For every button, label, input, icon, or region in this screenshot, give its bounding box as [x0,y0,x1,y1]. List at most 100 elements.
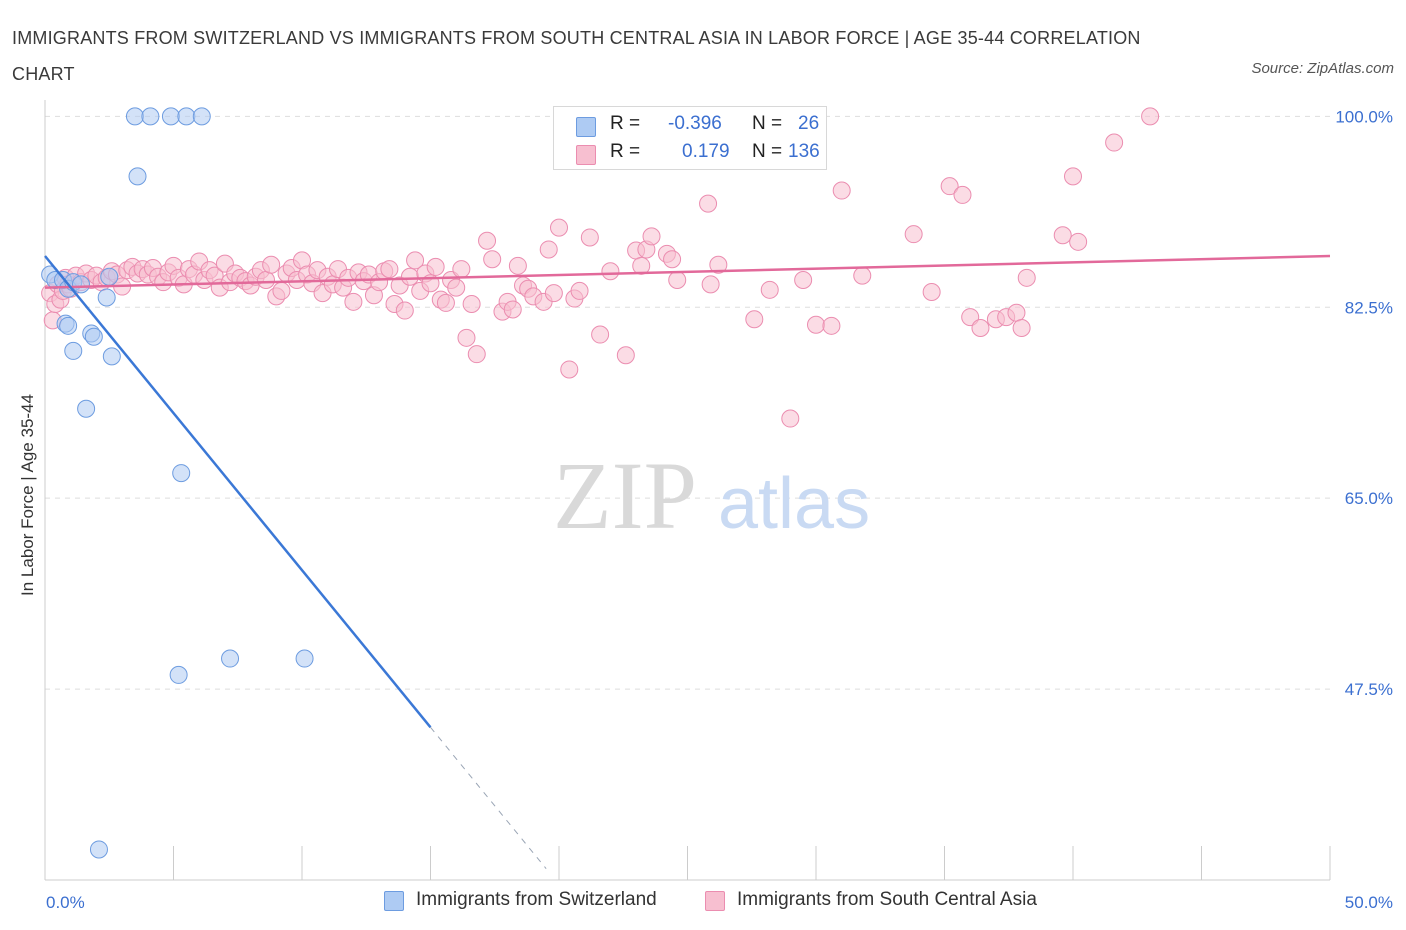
legend-label: Immigrants from Switzerland [416,889,657,910]
south-central-asia-point [457,328,476,347]
south-central-asia-point [400,267,419,286]
south-central-asia-point [642,227,661,246]
south-central-asia-point [807,315,825,334]
y-tick-label: 65.0% [1345,489,1393,508]
watermark-zip: ZIP [553,442,697,549]
switzerland-point [169,665,188,684]
south-central-asia-point [503,300,522,319]
south-central-asia-point [426,257,445,276]
south-central-asia-point [570,281,589,300]
grid-lines [45,115,1330,690]
south-central-asia-point [709,255,728,274]
south-central-asia-point [344,292,363,311]
switzerland-point [97,288,116,307]
n-label: N = [752,113,783,134]
south-central-asia-point [853,266,872,285]
source-credit: Source: ZipAtlas.com [1251,60,1394,77]
r-value: -0.396 [668,113,722,134]
y-tick-label: 82.5% [1345,298,1393,317]
r-value: 0.179 [682,141,730,162]
south-central-asia-point [272,281,291,300]
south-central-asia-point [462,295,481,313]
south-central-asia-point [1017,268,1036,287]
south-central-asia-point [508,256,527,275]
watermark: ZIP atlas [553,442,870,549]
south-central-asia-point [550,218,568,237]
switzerland-point [192,107,211,126]
south-central-asia-point [781,409,800,428]
south-central-asia-point [580,228,599,247]
switzerland-point [295,649,314,668]
south-central-asia-point [940,177,959,196]
south-central-asia-point [701,275,720,294]
south-central-asia-point [436,293,455,312]
south-central-asia-point [447,278,466,297]
legend-label: Immigrants from South Central Asia [737,889,1037,910]
south-central-asia-legend-swatch [705,891,725,911]
south-central-asia-point [395,301,414,320]
switzerland-point [177,107,196,126]
south-central-asia-point [663,250,682,269]
south-central-asia-point [904,225,923,244]
south-central-asia-point [591,325,610,344]
south-central-asia-point [380,260,399,279]
switzerland-point [89,840,108,859]
switzerland-point [161,107,180,126]
south-central-asia-point [257,271,276,289]
south-central-asia-point [971,319,990,337]
south-central-asia-point [560,360,579,379]
south-central-asia-point [953,185,972,204]
south-central-asia-point [745,310,764,329]
switzerland-point [59,316,78,335]
south-central-asia-point [601,262,620,281]
south-central-asia-point [262,255,281,274]
south-central-asia-point [1064,167,1082,186]
south-central-asia-point [478,231,497,250]
switzerland-point [64,341,83,360]
south-central-asia-point [699,194,718,213]
x-tick-label: 0.0% [46,893,85,912]
south-central-asia-point [616,346,635,365]
south-central-asia-point [832,181,851,200]
south-central-asia-point [452,260,471,279]
south-central-asia-point [794,271,813,289]
x-tick-label: 50.0% [1345,893,1393,912]
south-central-asia-point [760,280,779,299]
switzerland-swatch [576,117,596,137]
r-label: R = [610,113,641,134]
switzerland-trend-extension [430,726,547,869]
n-value: 136 [788,141,820,162]
switzerland-point [221,649,240,668]
south-central-asia-point [406,251,425,270]
south-central-asia-point [668,271,687,289]
south-central-asia-point [632,256,651,275]
chart-title: IMMIGRANTS FROM SWITZERLAND VS IMMIGRANT… [12,28,1141,84]
south-central-asia-trend-line [44,254,1331,289]
switzerland-point [141,107,160,126]
y-tick-label: 100.0% [1335,107,1393,126]
tick-labels: 47.5% 65.0% 82.5% 100.0% 0.0% 50.0% [46,107,1393,912]
n-label: N = [752,141,783,162]
south-central-asia-swatch [576,145,596,165]
switzerland-point [172,464,191,483]
watermark-atlas: atlas [718,464,870,544]
south-central-asia-point [1105,133,1124,152]
n-value: 26 [798,113,820,134]
switzerland-trend-line [44,255,432,729]
axes [44,100,1331,881]
south-central-asia-point [1012,319,1031,337]
south-central-asia-point [822,316,841,335]
r-label: R = [610,141,641,162]
south-central-asia-point [1007,303,1026,322]
stats-legend: R = -0.396 N = 26 R = 0.179 N = 136 [553,106,827,170]
south-central-asia-point [483,250,502,269]
south-central-asia-point [539,240,558,259]
switzerland-point [100,267,119,286]
switzerland-point [128,167,147,186]
data-points [41,107,1160,859]
south-central-asia-point [467,345,486,364]
switzerland-point [71,275,90,294]
y-axis-label: In Labor Force | Age 35-44 [18,394,37,596]
south-central-asia-point [1069,232,1088,251]
